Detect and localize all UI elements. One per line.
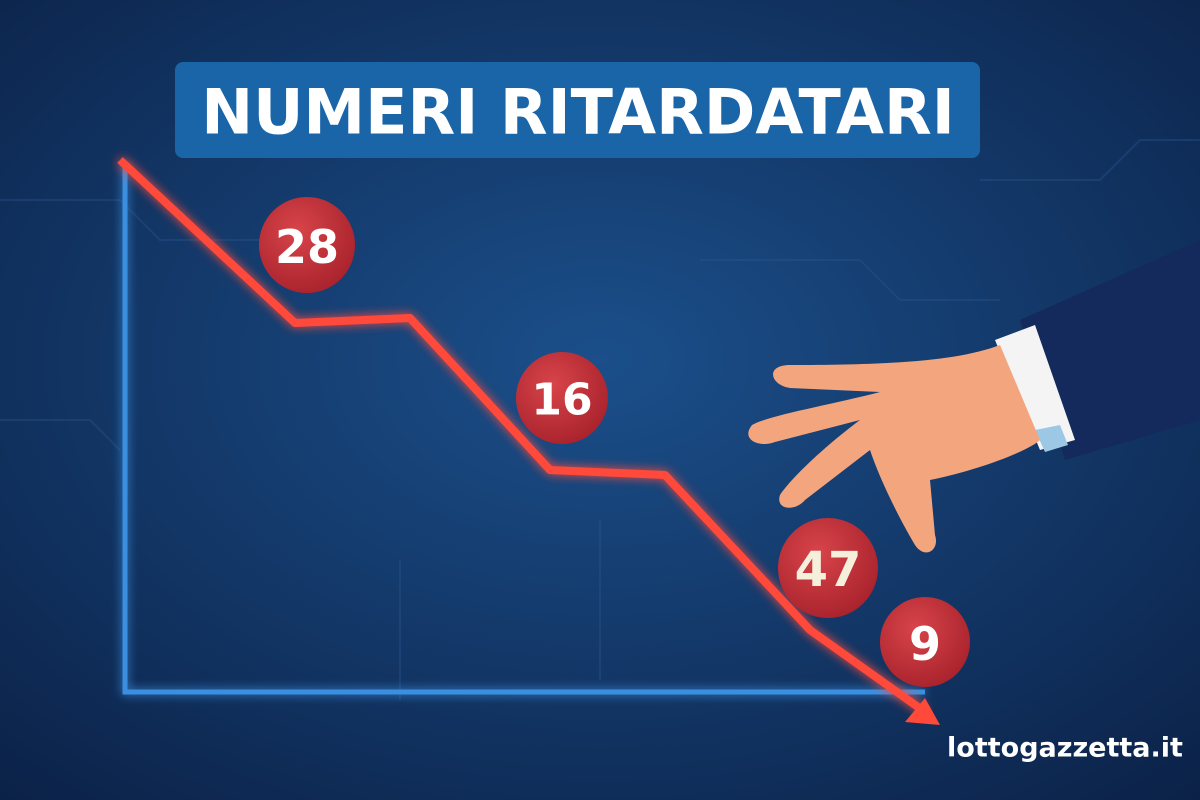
ball-number: 47 [795,542,862,598]
title: NUMERI RITARDATARI [201,76,955,149]
trend-line [117,157,928,716]
ball [880,597,970,687]
hand [748,240,1200,553]
title-box [175,62,980,158]
axis [122,165,925,695]
ball-28: 28 [259,197,355,293]
ball [778,518,878,618]
ball-number: 9 [909,617,941,671]
ball-number: 16 [531,375,592,426]
ball [259,197,355,293]
ball-number: 28 [275,220,339,274]
ball-47: 47 [778,518,878,618]
arrow-head [905,698,940,725]
ball-16: 16 [516,352,608,444]
ball [516,352,608,444]
watermark: lottogazzetta.it [947,733,1183,764]
ball-9: 9 [880,597,970,687]
